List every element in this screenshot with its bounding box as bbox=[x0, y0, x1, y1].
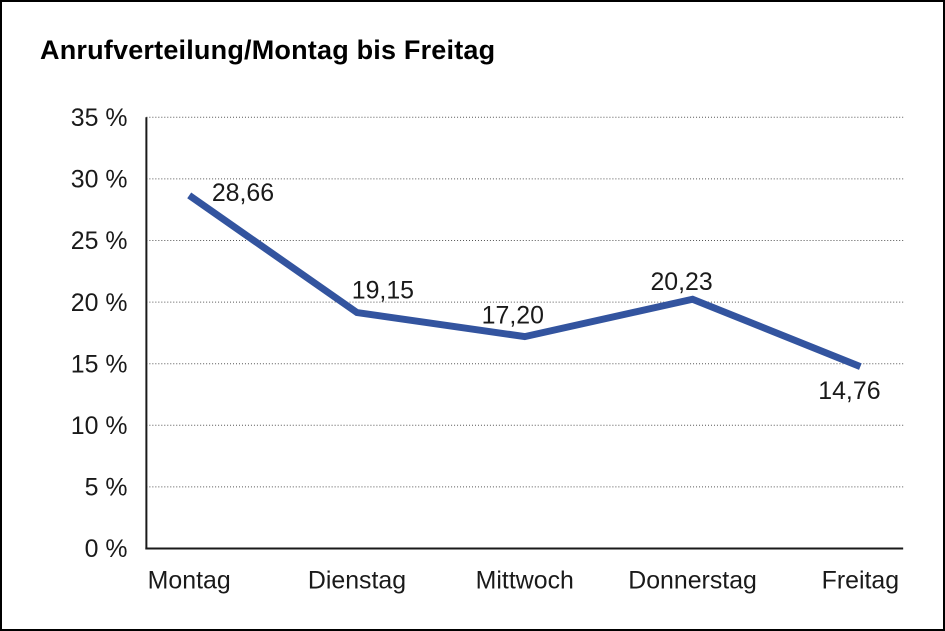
x-axis-category-label: Montag bbox=[148, 566, 231, 594]
y-axis-tick-label: 35 % bbox=[71, 104, 128, 132]
x-axis-category-label: Mittwoch bbox=[476, 566, 574, 594]
x-axis-category-label: Donnerstag bbox=[628, 566, 757, 594]
y-axis-tick-label: 30 % bbox=[71, 166, 128, 194]
data-point-label: 28,66 bbox=[212, 179, 274, 207]
y-axis-tick-label: 5 % bbox=[85, 474, 128, 502]
y-axis-tick-label: 0 % bbox=[85, 535, 128, 563]
y-axis-tick-label: 20 % bbox=[71, 289, 128, 317]
data-point-label: 20,23 bbox=[650, 268, 712, 296]
chart-title: Anrufverteilung/Montag bis Freitag bbox=[40, 35, 496, 65]
data-point-label: 14,76 bbox=[818, 377, 880, 405]
data-point-label: 17,20 bbox=[482, 301, 544, 329]
y-axis-tick-label: 10 % bbox=[71, 412, 128, 440]
y-axis-tick-label: 15 % bbox=[71, 350, 128, 378]
data-point-label: 19,15 bbox=[352, 276, 414, 304]
data-line bbox=[187, 192, 862, 370]
y-axis-tick-label: 25 % bbox=[71, 227, 128, 255]
x-axis-category-label: Dienstag bbox=[308, 566, 406, 594]
x-axis-category-label: Freitag bbox=[822, 566, 899, 594]
